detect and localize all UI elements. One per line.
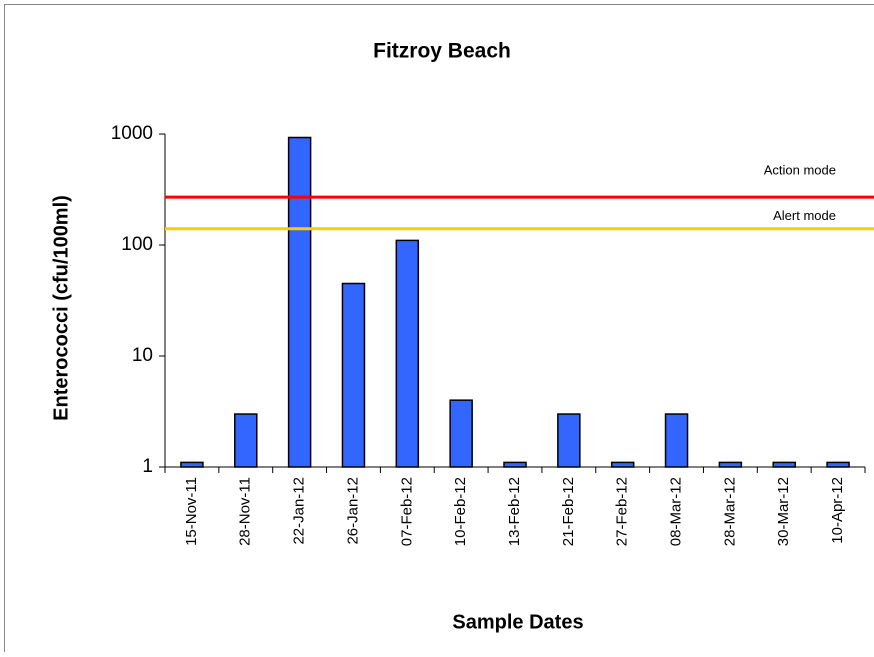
x-tick-label: 28-Mar-12 <box>721 477 738 546</box>
x-tick-label: 13-Feb-12 <box>506 477 523 546</box>
bar <box>342 283 364 467</box>
x-tick-label: 10-Feb-12 <box>452 477 469 546</box>
x-tick-label: 28-Nov-11 <box>237 477 254 546</box>
y-tick-label: 1 <box>142 456 153 477</box>
y-axis-title: Enterococci (cfu/100ml) <box>50 195 72 421</box>
bar <box>719 462 741 467</box>
x-tick-label: 07-Feb-12 <box>398 477 415 546</box>
bar <box>396 240 418 467</box>
bar <box>612 462 634 467</box>
reference-label: Action mode <box>764 163 836 178</box>
x-tick-label: 22-Jan-12 <box>291 477 308 545</box>
bar <box>235 414 257 467</box>
bar <box>504 462 526 467</box>
chart-title: Fitzroy Beach <box>373 40 511 63</box>
x-tick-label: 21-Feb-12 <box>560 477 577 546</box>
x-axis-title: Sample Dates <box>452 611 583 633</box>
x-tick-label: 26-Jan-12 <box>344 477 361 545</box>
frame <box>5 5 874 653</box>
x-tick-label: 30-Mar-12 <box>775 477 792 546</box>
reference-label: Alert mode <box>773 208 836 223</box>
bar <box>558 414 580 467</box>
bar <box>450 400 472 467</box>
x-tick-label: 27-Feb-12 <box>614 477 631 546</box>
x-tick-label: 10-Apr-12 <box>829 477 846 544</box>
bar <box>289 137 311 467</box>
x-tick-label: 08-Mar-12 <box>668 477 685 546</box>
bar <box>181 462 203 467</box>
y-tick-label: 10 <box>132 345 153 366</box>
bar <box>773 462 795 467</box>
x-tick-label: 15-Nov-11 <box>183 477 200 546</box>
y-tick-label: 100 <box>121 234 153 255</box>
bar <box>666 414 688 467</box>
y-tick-label: 1000 <box>111 123 153 144</box>
bar <box>827 462 849 467</box>
